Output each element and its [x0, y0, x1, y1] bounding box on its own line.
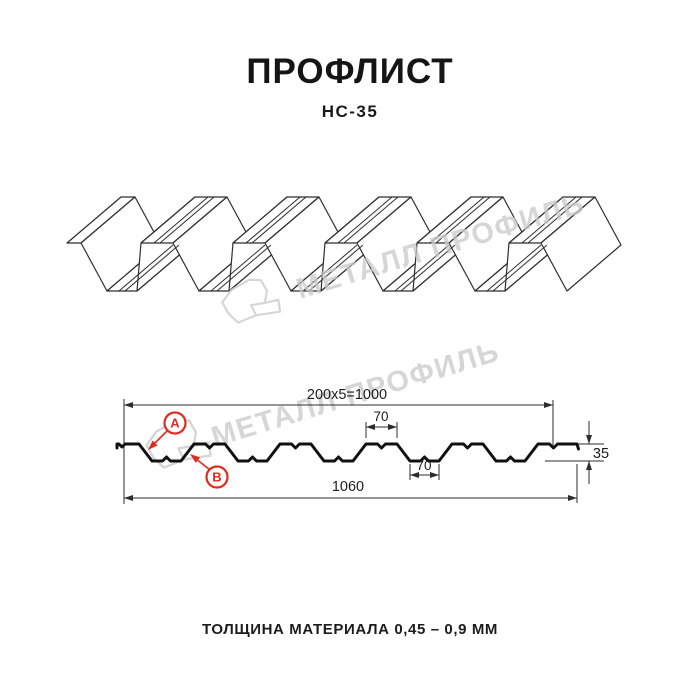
profile-model-label: НС-35 — [321, 102, 379, 121]
thickness-note: ТОЛЩИНА МАТЕРИАЛА 0,45 – 0,9 ММ — [201, 621, 499, 638]
dim-height-label: 35 — [593, 446, 609, 462]
callout-a: A — [148, 411, 187, 450]
dim-pitch-label: 200x5=1000 — [307, 387, 387, 403]
page-title: ПРОФЛИСТ — [246, 52, 454, 91]
profile-sheet-3d-view — [66, 196, 622, 292]
callout-a-label: A — [170, 416, 180, 431]
callout-b: B — [190, 454, 229, 489]
metall-profil-logo-icon — [221, 278, 282, 324]
dim-crest-width-label: 70 — [373, 409, 388, 424]
profile-outline — [115, 442, 580, 463]
dimension-lines: 200x5=1000 70 70 — [123, 387, 609, 504]
cross-section-drawing: 200x5=1000 70 70 — [115, 387, 609, 504]
dim-total-width-label: 1060 — [332, 479, 364, 495]
callout-b-label: B — [212, 470, 221, 485]
